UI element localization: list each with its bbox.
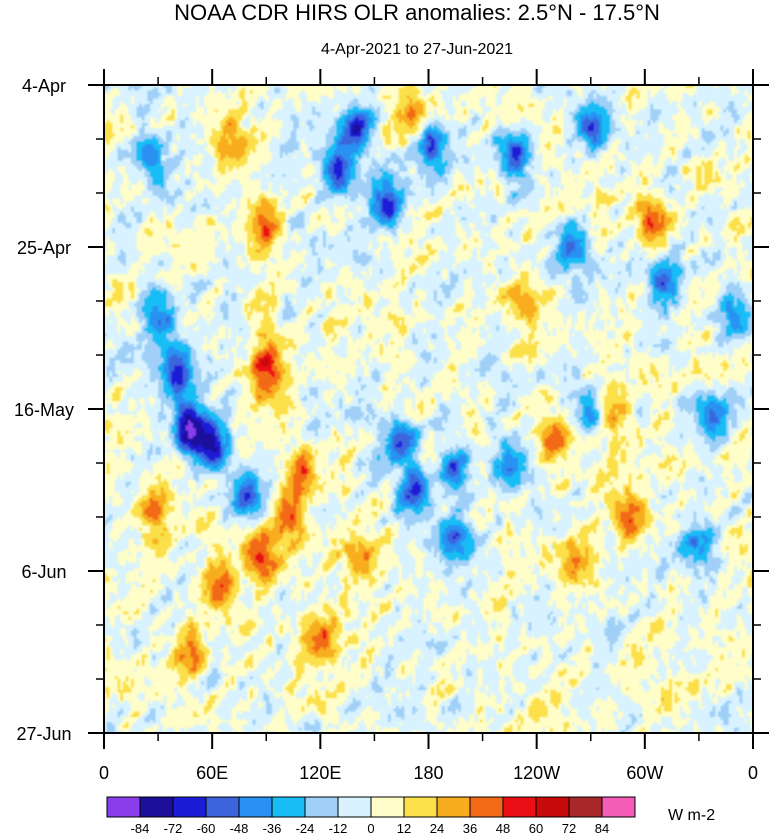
x-tick-label: 120E — [299, 763, 341, 783]
colorbar-label: -48 — [230, 821, 249, 834]
colorbar-swatch — [601, 796, 636, 818]
colorbar-label: 72 — [562, 821, 576, 834]
colorbar-swatch — [403, 796, 438, 818]
x-tick-label: 0 — [748, 763, 758, 783]
colorbar-swatch — [106, 796, 141, 818]
olr-anomaly-field — [104, 85, 753, 733]
x-tick-label: 0 — [99, 763, 109, 783]
x-tick-label: 60E — [196, 763, 228, 783]
colorbar-label: -60 — [197, 821, 216, 834]
colorbar-label: 24 — [430, 821, 444, 834]
x-axis: 0 60E 120E 180 120W 60W 0 — [99, 69, 758, 783]
y-tick-label: 25-Apr — [17, 238, 71, 258]
y-tick-label: 4-Apr — [22, 76, 66, 96]
colorbar-swatch — [469, 796, 504, 818]
x-tick-label: 60W — [626, 763, 663, 783]
colorbar-swatch — [436, 796, 471, 818]
colorbar-swatch — [568, 796, 603, 818]
colorbar-swatch — [337, 796, 372, 818]
colorbar-label: 60 — [529, 821, 543, 834]
y-tick-label: 27-Jun — [16, 724, 71, 744]
colorbar-label: -12 — [329, 821, 348, 834]
x-tick-label: 180 — [413, 763, 443, 783]
colorbar-label: 84 — [595, 821, 609, 834]
colorbar-swatch — [172, 796, 207, 818]
colorbar-swatch — [238, 796, 273, 818]
colorbar: -84 -72 -60 -48 -36 -24 -12 0 12 24 36 48 60 72 84 — [106, 796, 636, 834]
colorbar-swatch — [535, 796, 570, 818]
chart-subtitle: 4-Apr-2021 to 27-Jun-2021 — [320, 41, 514, 58]
colorbar-label: 48 — [496, 821, 510, 834]
colorbar-label: 36 — [463, 821, 477, 834]
colorbar-swatch — [502, 796, 537, 818]
y-tick-label: 16-May — [14, 400, 74, 420]
y-tick-label: 6-Jun — [21, 562, 66, 582]
colorbar-swatch — [304, 796, 339, 818]
colorbar-label: -24 — [296, 821, 315, 834]
colorbar-label: 12 — [397, 821, 411, 834]
chart-title: NOAA CDR HIRS OLR anomalies: 2.5°N - 17.… — [174, 0, 660, 25]
colorbar-label: -72 — [164, 821, 183, 834]
colorbar-label: -84 — [131, 821, 150, 834]
colorbar-swatch — [205, 796, 240, 818]
x-tick-label: 120W — [513, 763, 560, 783]
colorbar-label: 0 — [367, 821, 374, 834]
colorbar-swatch — [139, 796, 174, 818]
colorbar-label: -36 — [263, 821, 282, 834]
colorbar-swatch — [271, 796, 306, 818]
y-axis: 4-Apr 25-Apr 16-May 6-Jun 27-Jun — [14, 76, 769, 744]
colorbar-units: W m-2 — [668, 807, 716, 824]
colorbar-swatch — [370, 796, 405, 818]
